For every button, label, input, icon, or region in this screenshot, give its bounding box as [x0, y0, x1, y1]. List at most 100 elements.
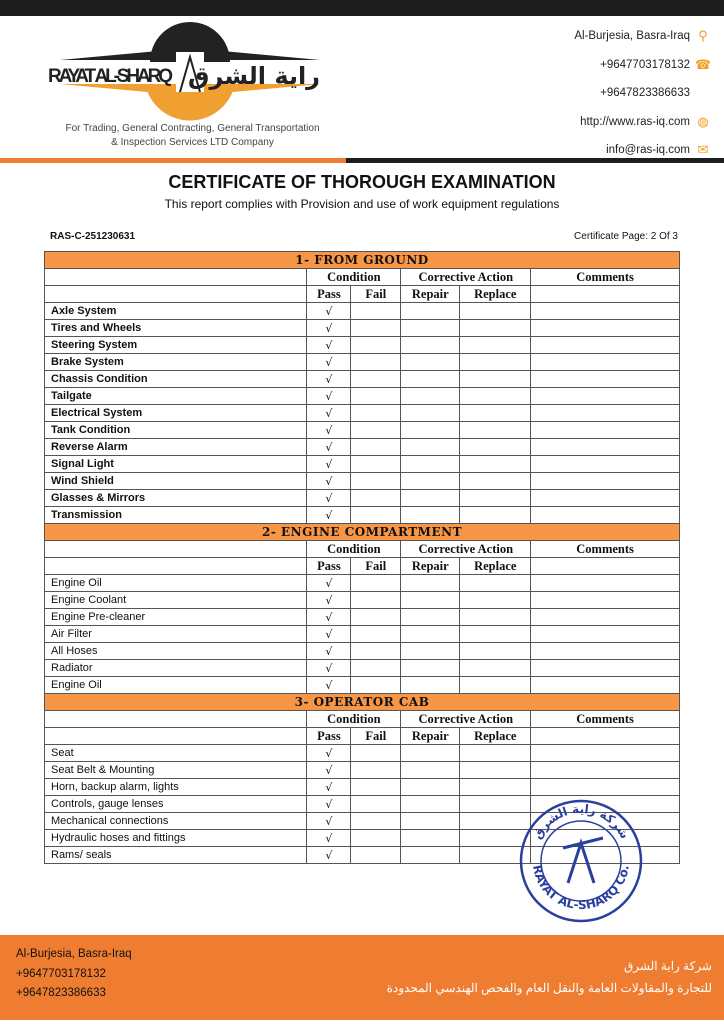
- replace-cell: [459, 608, 532, 626]
- spacer: [696, 86, 710, 100]
- fail-cell: [350, 421, 402, 439]
- header-repair: Repair: [400, 557, 461, 575]
- table-row: Rams/ seals √: [43, 846, 680, 864]
- pass-cell: √: [306, 472, 352, 490]
- contact-item: Al-Burjesia, Basra-Iraq ⚲: [574, 22, 710, 51]
- header-fail: Fail: [350, 557, 402, 575]
- company-tagline: For Trading, General Contracting, Genera…: [65, 123, 320, 148]
- page-indicator: Certificate Page: 2 Of 3: [574, 231, 678, 242]
- repair-cell: [400, 812, 461, 830]
- repair-cell: [400, 404, 461, 422]
- header-fail: Fail: [350, 285, 402, 303]
- footer-address: Al-Burjesia, Basra-Iraq: [16, 948, 132, 960]
- repair-cell: [400, 472, 461, 490]
- table-row: Signal Light √: [43, 455, 680, 473]
- fail-cell: [350, 353, 402, 371]
- fail-cell: [350, 829, 402, 847]
- replace-cell: [459, 625, 532, 643]
- comments-cell: [530, 761, 680, 779]
- replace-cell: [459, 404, 532, 422]
- replace-cell: [459, 642, 532, 660]
- table-row: Engine Coolant √: [43, 591, 680, 609]
- item-name: Seat Belt & Mounting: [43, 761, 308, 779]
- comments-cell: [530, 642, 680, 660]
- fail-cell: [350, 472, 402, 490]
- fail-cell: [350, 761, 402, 779]
- repair-cell: [400, 761, 461, 779]
- table-row: Engine Oil √: [43, 676, 680, 694]
- replace-cell: [459, 506, 532, 524]
- repair-cell: [400, 795, 461, 813]
- replace-cell: [459, 574, 532, 592]
- pass-cell: √: [306, 421, 352, 439]
- item-name: Engine Oil: [43, 676, 308, 694]
- pass-cell: √: [306, 812, 352, 830]
- pass-cell: √: [306, 336, 352, 354]
- contact-text: http://www.ras-iq.com: [580, 115, 690, 128]
- repair-cell: [400, 319, 461, 337]
- item-name: Hydraulic hoses and fittings: [43, 829, 308, 847]
- globe-icon: ◍: [697, 113, 709, 129]
- header-replace: Replace: [459, 285, 532, 303]
- pass-cell: √: [306, 404, 352, 422]
- repair-cell: [400, 591, 461, 609]
- table-row: Tank Condition √: [43, 421, 680, 439]
- logo-text-en: RAYAT AL-SHARQ: [48, 66, 173, 87]
- footer-phone-1: +9647703178132: [16, 967, 106, 980]
- item-name: Controls, gauge lenses: [43, 795, 308, 813]
- pass-cell: √: [306, 608, 352, 626]
- comments-cell: [530, 846, 680, 864]
- pass-cell: √: [306, 489, 352, 507]
- divider-orange: [0, 158, 346, 163]
- fail-cell: [350, 744, 402, 762]
- table-row: Air Filter √: [43, 625, 680, 643]
- item-name: Tank Condition: [43, 421, 308, 439]
- fail-cell: [350, 336, 402, 354]
- section-title: 1- FROM GROUND: [44, 251, 680, 269]
- pass-cell: √: [306, 744, 352, 762]
- item-name: Engine Oil: [43, 574, 308, 592]
- replace-cell: [459, 778, 532, 796]
- section-title: 3- OPERATOR CAB: [44, 693, 680, 711]
- document-subtitle: This report complies with Provision and …: [164, 197, 560, 211]
- fail-cell: [350, 608, 402, 626]
- fail-cell: [350, 812, 402, 830]
- item-name: All Hoses: [43, 642, 308, 660]
- repair-cell: [400, 489, 461, 507]
- comments-cell: [530, 336, 680, 354]
- item-name: Tires and Wheels: [43, 319, 308, 337]
- company-stamp: RAYAT AL-SHARQ Co. شركة راية الشرق: [519, 799, 643, 923]
- examination-table: 1- FROM GROUND Condition Corrective Action…: [43, 251, 680, 864]
- telephone-icon: ☎: [694, 56, 712, 72]
- pass-cell: √: [306, 302, 352, 320]
- table-row: Transmission √: [43, 506, 680, 524]
- envelope-icon: ✉: [697, 142, 709, 157]
- table-row: All Hoses √: [43, 642, 680, 660]
- divider-dark: [346, 158, 724, 163]
- replace-cell: [459, 438, 532, 456]
- table-row: Engine Oil √: [43, 574, 680, 592]
- fail-cell: [350, 778, 402, 796]
- pass-cell: √: [306, 591, 352, 609]
- comments-cell: [530, 489, 680, 507]
- fail-cell: [350, 387, 402, 405]
- fail-cell: [350, 370, 402, 388]
- header-corrective-action: Corrective Action: [400, 268, 532, 286]
- item-name: Transmission: [43, 506, 308, 524]
- header-pass: Pass: [306, 557, 352, 575]
- contact-item: http://www.ras-iq.com ◍: [574, 108, 710, 137]
- pass-cell: √: [306, 625, 352, 643]
- table-row: Axle System √: [43, 302, 680, 320]
- table-row: Wind Shield √: [43, 472, 680, 490]
- repair-cell: [400, 506, 461, 524]
- pass-cell: √: [306, 455, 352, 473]
- comments-cell: [530, 659, 680, 677]
- comments-cell: [530, 421, 680, 439]
- comments-cell: [530, 608, 680, 626]
- pass-cell: √: [306, 642, 352, 660]
- item-name: Axle System: [43, 302, 308, 320]
- repair-cell: [400, 421, 461, 439]
- pass-cell: √: [306, 778, 352, 796]
- replace-cell: [459, 455, 532, 473]
- header-pass: Pass: [306, 285, 352, 303]
